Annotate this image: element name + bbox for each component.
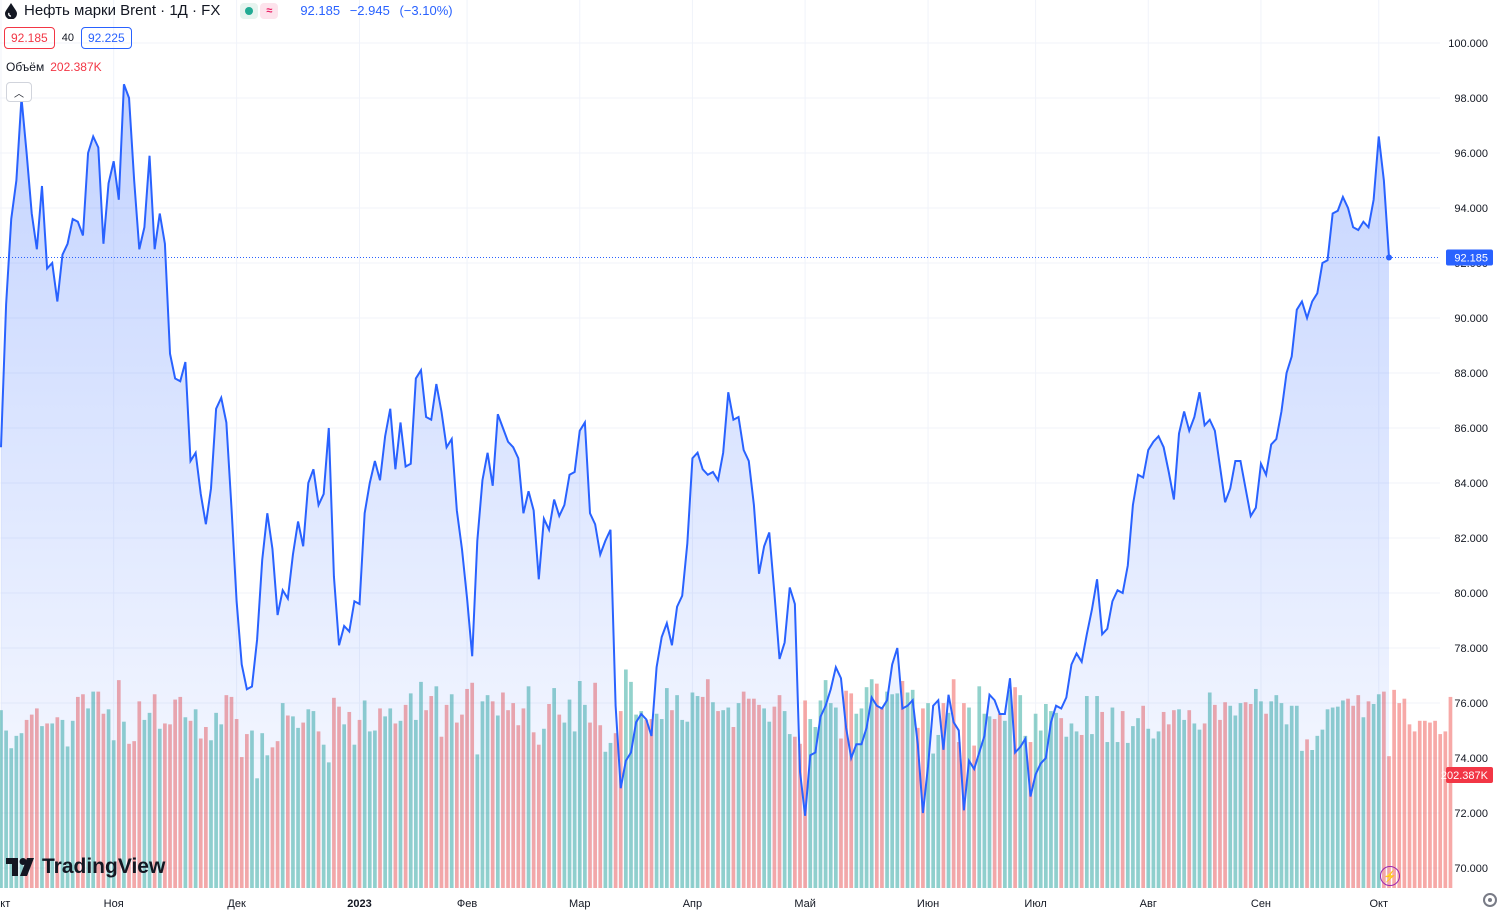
time-axis: Окт Ноя Дек 2023 Фев Мар Апр Май Июн Июл Авг Сен Окт [0,898,1388,910]
y-tick-label: 98.000 [1454,93,1488,105]
price-line [0,83,1390,816]
x-tick-label: Окт [0,898,10,910]
y-tick-label: 76.000 [1454,698,1488,710]
lightning-icon[interactable]: ⚡ [1380,866,1400,886]
volume-bar [1412,731,1417,888]
volume-value: 202.387K [50,60,102,74]
x-tick-label: Фев [457,898,477,910]
last-price: 92.185 [300,3,341,18]
tradingview-logo[interactable]: TradingView [6,855,165,879]
x-tick-label: Мар [569,898,591,910]
quote-summary: 92.185 −2.945 (−3.10%) [300,3,458,18]
volume-bar [1397,703,1402,888]
last-price-label: 92.185 [1454,253,1488,265]
volume-bar [1417,720,1422,888]
oil-drop-icon [5,3,17,19]
y-tick-label: 94.000 [1454,203,1488,215]
y-tick-label: 72.000 [1454,808,1488,820]
volume-value-label: 202.387K [1441,770,1489,782]
volume-bar [1433,720,1437,888]
logo-text: TradingView [42,855,166,878]
x-tick-label: Июн [917,898,939,910]
y-tick-label: 70.000 [1454,863,1488,875]
y-tick-label: 88.000 [1454,368,1488,380]
x-tick-label: Дек [227,898,246,910]
wave-icon[interactable]: ≈ [260,2,279,19]
x-tick-label: Июл [1024,898,1046,910]
y-tick-label: 74.000 [1454,753,1488,765]
y-tick-label: 90.000 [1454,313,1488,325]
y-tick-label: 78.000 [1454,643,1488,655]
volume-bar [1428,722,1432,888]
last-price-label-bg [1446,249,1493,266]
volume-bar [1448,696,1453,888]
buy-sell-panel: 92.185 40 92.225 [4,27,132,49]
price-change-pct: (−3.10%) [399,3,453,18]
price-area [1,84,1389,888]
price-change: −2.945 [349,3,390,18]
tradingview-logo-icon [6,858,34,876]
price-axis: 100.00098.00096.00094.00092.00090.00088.… [1448,38,1488,875]
last-price-dot [1386,254,1392,261]
volume-label: Объём [6,60,45,74]
y-tick-label: 100.000 [1448,38,1488,50]
gear-icon[interactable] [1483,893,1497,907]
y-tick-label: 84.000 [1454,478,1488,490]
x-tick-label: Апр [683,898,702,910]
volume-bar [1407,724,1412,888]
volume-bar [921,708,925,888]
x-tick-label: Авг [1140,898,1157,910]
x-tick-label: Ноя [104,898,124,910]
y-tick-label: 80.000 [1454,588,1488,600]
symbol-legend: Нефть марки Brent · 1Д · FX ≈ 92.185 −2.… [4,2,459,19]
y-tick-label: 86.000 [1454,423,1488,435]
x-tick-label: Окт [1369,898,1388,910]
x-tick-label: Сен [1251,898,1271,910]
x-tick-label: Май [794,898,816,910]
volume-bar [1392,689,1396,888]
collapse-legend-button[interactable]: ︿ [6,82,32,102]
y-tick-label: 82.000 [1454,533,1488,545]
volume-legend: Объём 202.387K [6,60,102,74]
sell-button[interactable]: 92.185 [4,27,55,49]
volume-bar [1443,731,1448,888]
y-tick-label: 96.000 [1454,148,1488,160]
volume-bar [803,700,807,888]
symbol-title[interactable]: Нефть марки Brent · 1Д · FX [24,2,221,19]
chevron-up-icon: ︿ [14,88,24,100]
market-open-icon[interactable] [240,2,259,19]
x-tick-label: 2023 [347,898,371,910]
volume-bar [1423,720,1427,888]
volume-bar [1402,698,1407,888]
volume-value-label-bg [1446,767,1493,783]
spread: 40 [61,32,74,44]
buy-button[interactable]: 92.225 [80,27,132,49]
volume-bar [1438,734,1443,888]
